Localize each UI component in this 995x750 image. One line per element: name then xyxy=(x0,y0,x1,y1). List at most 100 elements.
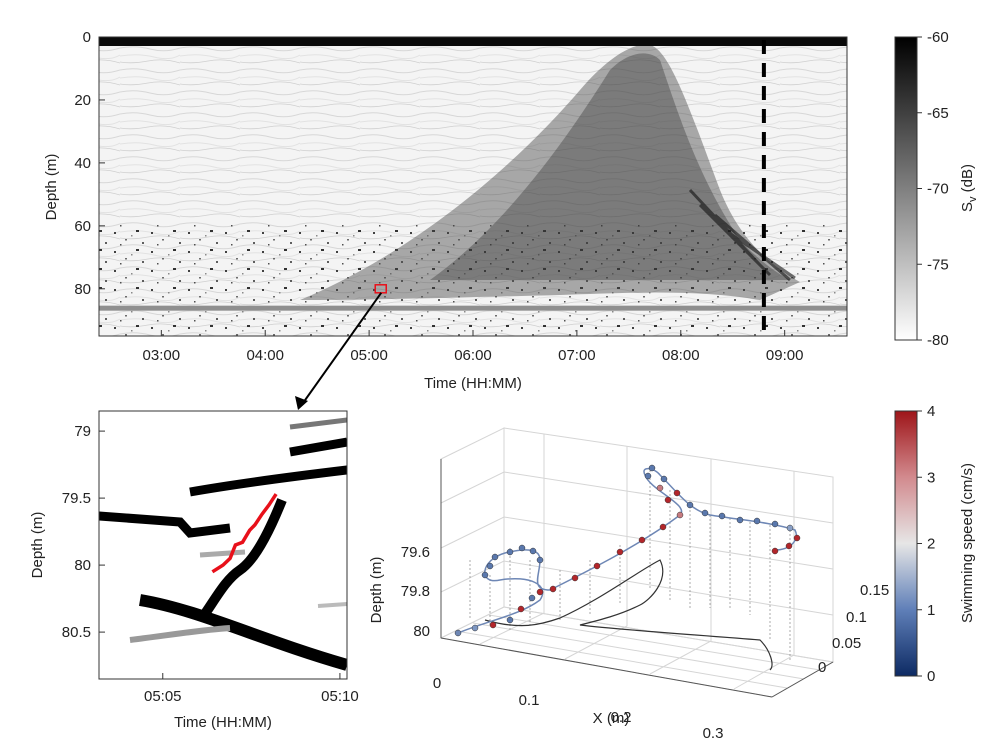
trajectory-point xyxy=(648,464,656,472)
trajectory-point xyxy=(571,574,579,582)
sv-colorbar-tick-label: -70 xyxy=(927,181,949,198)
trajectory-point xyxy=(660,475,668,483)
sv-label-sub: v xyxy=(967,196,979,202)
3d-y-tick-label: 0.05 xyxy=(832,635,861,652)
echogram-x-tick-label: 04:00 xyxy=(246,347,284,364)
echo-trace-mid-grey xyxy=(199,549,246,558)
trajectory-3d-panel: 0 0.1 0.2 0.3 0 0.05 0.1 0.15 79.6 79.8 80 X (m)… xyxy=(368,427,889,742)
school-plume-core xyxy=(430,53,790,280)
sv-colorbar-bar xyxy=(894,36,918,341)
trajectory-point xyxy=(528,594,536,602)
trajectory-point xyxy=(529,547,537,555)
speed-colorbar-tick-label: 2 xyxy=(927,536,935,553)
echogram-y-label: Depth (m) xyxy=(43,154,60,221)
echo-trace-lower xyxy=(139,594,347,671)
sv-colorbar-tick-label: -65 xyxy=(927,105,949,122)
echo-trace-left xyxy=(99,511,231,538)
3d-x-tick-label: 0.3 xyxy=(703,725,724,742)
3d-back-wall xyxy=(503,427,834,663)
3d-grid xyxy=(440,434,834,690)
trajectory-point xyxy=(486,562,494,570)
zoom-y-tick-label: 79.5 xyxy=(62,490,91,507)
speed-colorbar-bar xyxy=(894,410,918,677)
trajectory-point xyxy=(549,585,557,593)
zoom-y-label: Depth (m) xyxy=(29,512,46,579)
zoom-frame xyxy=(98,410,348,680)
trajectory-point xyxy=(659,523,667,531)
speed-colorbar-ticks: 0 1 2 3 4 xyxy=(917,403,935,685)
3d-x-label: X (m) xyxy=(593,710,630,727)
3d-axis-lines xyxy=(440,459,834,698)
echogram-y-ticks: 0 20 40 60 80 xyxy=(74,29,105,298)
echo-trace-fish xyxy=(197,498,287,621)
echo-trace-right-grey xyxy=(317,602,347,608)
trajectory-point xyxy=(686,501,694,509)
trajectory-point xyxy=(771,520,779,528)
3d-y-ticks: 0 0.05 0.1 0.15 xyxy=(818,582,889,676)
zoom-x-tick-label: 05:10 xyxy=(321,688,359,705)
echogram-x-tick-label: 07:00 xyxy=(558,347,596,364)
speed-colorbar-tick-label: 4 xyxy=(927,403,935,420)
echogram-x-tick-label: 06:00 xyxy=(454,347,492,364)
trajectory-point xyxy=(664,496,672,504)
3d-y-tick-label: 0 xyxy=(818,659,826,676)
trajectory-point xyxy=(536,588,544,596)
echogram-y-tick-label: 20 xyxy=(74,92,91,109)
trajectory-point xyxy=(786,524,794,532)
echogram-x-tick-label: 08:00 xyxy=(662,347,700,364)
sv-colorbar: -60 -65 -70 -75 -80 Sv (dB) xyxy=(894,29,979,349)
echogram-x-tick-label: 09:00 xyxy=(766,347,804,364)
zoom-x-label: Time (HH:MM) xyxy=(174,714,272,731)
arrow-head xyxy=(295,396,308,410)
trajectory-point xyxy=(701,509,709,517)
3d-z-tick-label: 80 xyxy=(413,623,430,640)
trajectory-point xyxy=(517,605,525,613)
zoom-y-tick-label: 80.5 xyxy=(62,624,91,641)
zoom-echo-traces xyxy=(99,417,347,671)
3d-z-tick-label: 79.6 xyxy=(401,544,430,561)
echogram-bottom-speckle xyxy=(99,225,847,336)
echogram-x-tick-label: 03:00 xyxy=(143,347,181,364)
3d-z-label: Depth (m) xyxy=(368,557,385,624)
trajectory-point xyxy=(753,517,761,525)
3d-x-ticks: 0 0.1 0.2 0.3 xyxy=(433,675,724,742)
3d-x-tick-label: 0.2 xyxy=(611,709,632,726)
echogram-x-ticks: 03:00 04:00 05:00 06:00 07:00 08:00 09:00 xyxy=(143,330,804,364)
trajectory-point xyxy=(676,511,684,519)
3d-x-tick-label: 0.1 xyxy=(519,692,540,709)
speed-colorbar-label: Swimming speed (cm/s) xyxy=(959,463,976,623)
trajectory-point xyxy=(593,562,601,570)
zoom-y-ticks: 79 79.5 80 80.5 xyxy=(62,423,105,641)
3d-y-tick-label: 0.1 xyxy=(846,609,867,626)
drop-lines xyxy=(469,470,791,660)
3d-x-axis-line xyxy=(440,637,773,698)
tracked-fish-path xyxy=(211,493,278,574)
zoom-y-tick-label: 80 xyxy=(74,557,91,574)
school-plume xyxy=(300,44,800,300)
trajectory-point xyxy=(471,624,479,632)
trajectory-point xyxy=(518,544,526,552)
echogram-x-label: Time (HH:MM) xyxy=(424,375,522,392)
sv-colorbar-label: Sv (dB) xyxy=(959,164,979,212)
echo-trace-upper xyxy=(189,465,347,497)
trajectory-point xyxy=(506,548,514,556)
speed-colorbar-tick-label: 1 xyxy=(927,602,935,619)
trajectory-point xyxy=(491,553,499,561)
trajectory-point xyxy=(656,484,664,492)
trajectory-point xyxy=(644,472,652,480)
descending-trails xyxy=(688,188,796,282)
sv-label-unit: (dB) xyxy=(959,164,976,197)
trajectory-point xyxy=(736,516,744,524)
seabed-line xyxy=(99,305,847,311)
floor-projection-path xyxy=(484,559,773,671)
echo-trace-top-right-2 xyxy=(289,417,347,430)
trajectory-point xyxy=(793,534,801,542)
echogram-y-tick-label: 0 xyxy=(83,29,91,46)
speed-colorbar: 0 1 2 3 4 Swimming speed (cm/s) xyxy=(894,403,976,685)
echogram-y-tick-label: 80 xyxy=(74,281,91,298)
trajectory-point xyxy=(506,616,514,624)
trajectory-point xyxy=(616,548,624,556)
echogram-panel: 03:00 04:00 05:00 06:00 07:00 08:00 09:00 0 20 4… xyxy=(43,29,848,392)
zoom-arrow xyxy=(295,292,383,410)
zoom-background xyxy=(99,411,347,679)
